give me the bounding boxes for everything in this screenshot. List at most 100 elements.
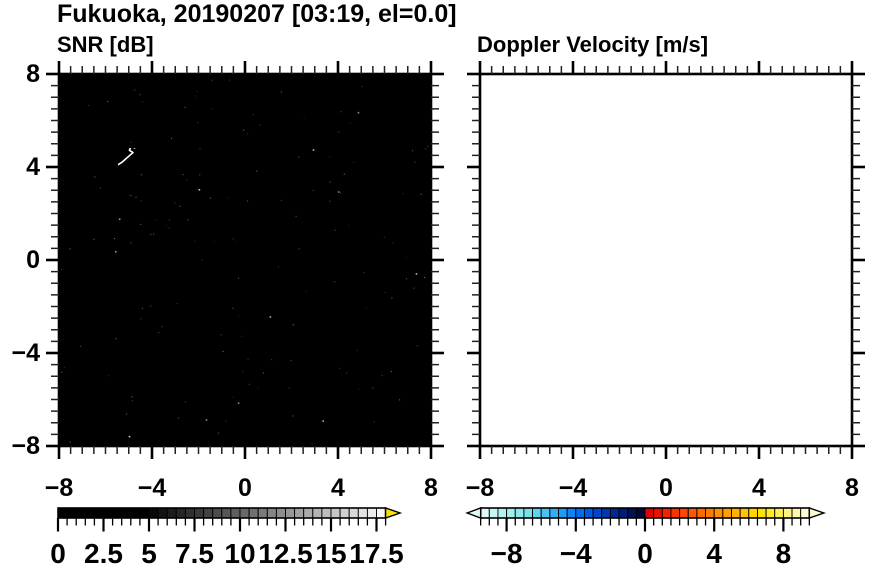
colorbar-segment	[566, 507, 577, 519]
colorbar-under-arrow	[465, 506, 482, 520]
colorbar-segment	[514, 507, 525, 519]
x-tick-label: 4	[752, 474, 766, 502]
velocity-colorbar-label: 8	[775, 538, 792, 569]
colorbar-segment	[294, 507, 305, 519]
x-tick-label: 8	[845, 474, 859, 502]
y-tick-label: 8	[26, 60, 40, 88]
colorbar-segment	[312, 507, 323, 519]
figure-title: Fukuoka, 20190207 [03:19, el=0.0]	[57, 0, 457, 28]
snr-colorbar-label: 0	[50, 538, 66, 569]
colorbar-segment	[679, 507, 689, 519]
colorbar-segment	[175, 507, 186, 519]
colorbar-segment	[584, 507, 594, 519]
colorbar-segment	[609, 507, 620, 519]
colorbar-segment	[321, 507, 332, 519]
x-tick-label: 0	[238, 474, 252, 502]
colorbar-segment	[376, 507, 387, 519]
colorbar-segment	[488, 507, 499, 519]
colorbar-segment	[103, 507, 114, 519]
colorbar-segment	[713, 507, 724, 519]
colorbar-segment	[66, 507, 77, 519]
colorbar-segment	[705, 507, 715, 519]
snr-colorbar-label: 12.5	[258, 538, 313, 569]
snr-axis-ticks	[46, 61, 444, 459]
colorbar-segment	[653, 507, 663, 519]
colorbar-segment	[248, 507, 259, 519]
colorbar-segment	[670, 507, 681, 519]
colorbar-segment	[212, 507, 223, 519]
colorbar-segment	[774, 507, 784, 519]
colorbar-segment	[635, 507, 646, 519]
snr-panel	[46, 61, 444, 459]
colorbar-segment	[203, 507, 214, 519]
snr-colorbar-label: 17.5	[349, 538, 404, 569]
colorbar-segment	[549, 507, 559, 519]
snr-colorbar-label: 15	[315, 538, 347, 569]
snr-colorbar-label: 7.5	[175, 538, 214, 569]
velocity-colorbar-label: 4	[706, 538, 722, 569]
colorbar-segment	[558, 507, 568, 519]
colorbar-segment	[330, 507, 341, 519]
colorbar-segment	[239, 507, 250, 519]
colorbar-segment	[112, 507, 123, 519]
x-tick-label: −8	[44, 474, 74, 502]
y-tick-label: 4	[26, 153, 40, 181]
colorbar-segment	[366, 507, 377, 519]
colorbar-segment	[148, 507, 159, 519]
colorbar-segment	[166, 507, 177, 519]
snr-panel-title: SNR [dB]	[57, 32, 154, 57]
colorbar-segment	[748, 507, 758, 519]
colorbar-segment	[339, 507, 350, 519]
colorbar-segment	[357, 507, 368, 519]
colorbar-segment	[230, 507, 241, 519]
colorbar-segment	[257, 507, 268, 519]
colorbar-segment	[303, 507, 314, 519]
colorbar-segment	[644, 507, 655, 519]
colorbar-segment	[497, 507, 508, 519]
snr-colorbar-label: 2.5	[84, 538, 123, 569]
colorbar-segment	[627, 507, 637, 519]
colorbar-segment	[540, 507, 551, 519]
velocity-panel	[467, 61, 865, 459]
colorbar-segment	[575, 507, 585, 519]
snr-colorbar-label: 10	[224, 538, 256, 569]
velocity-colorbar-ticks	[479, 518, 810, 532]
colorbar-segment	[800, 507, 810, 519]
x-tick-label: −4	[137, 474, 167, 502]
colorbar-segment	[687, 507, 698, 519]
colorbar-segment	[765, 507, 776, 519]
y-tick-label: −8	[11, 432, 40, 460]
velocity-field	[480, 74, 852, 446]
velocity-colorbar-label: −8	[490, 538, 523, 569]
colorbar-segment	[93, 507, 104, 519]
velocity-colorbar	[465, 506, 826, 532]
x-tick-label: −8	[465, 474, 495, 502]
snr-colorbar-label: 5	[141, 538, 157, 569]
colorbar-segment	[221, 507, 232, 519]
velocity-axis-ticks	[467, 61, 865, 459]
colorbar-segment	[121, 507, 132, 519]
colorbar-segment	[157, 507, 168, 519]
colorbar-segment	[266, 507, 277, 519]
colorbar-segment	[661, 507, 672, 519]
colorbar-segment	[130, 507, 141, 519]
snr-colorbar	[56, 507, 403, 532]
colorbar-segment	[618, 507, 629, 519]
x-tick-label: 0	[659, 474, 673, 502]
colorbar-segment	[348, 507, 359, 519]
colorbar-segment	[139, 507, 150, 519]
colorbar-segment	[757, 507, 767, 519]
snr-colorbar-ticks	[56, 518, 387, 532]
colorbar-segment	[84, 507, 95, 519]
colorbar-segment	[275, 507, 286, 519]
colorbar-segment	[75, 507, 86, 519]
velocity-panel-title: Doppler Velocity [m/s]	[477, 32, 709, 57]
velocity-colorbar-label: −4	[559, 538, 592, 569]
colorbar-segment	[523, 507, 534, 519]
colorbar-segment	[739, 507, 750, 519]
colorbar-segment	[722, 507, 732, 519]
colorbar-segment	[285, 507, 296, 519]
y-tick-label: 0	[26, 246, 40, 274]
